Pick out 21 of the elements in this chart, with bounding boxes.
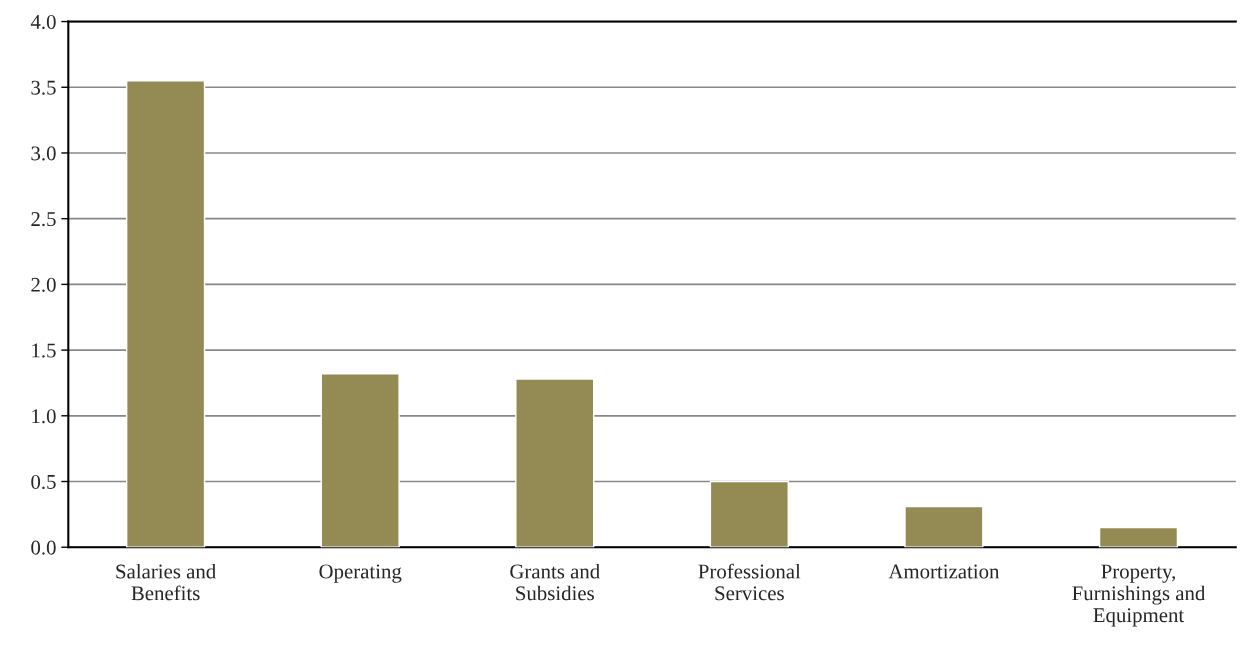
y-tick-label: 0.0 [31, 540, 56, 555]
y-tick-label: 2.0 [31, 277, 56, 292]
y-tick-label: 1.5 [32, 343, 56, 358]
y-tick-label: 3.0 [31, 146, 56, 161]
y-tick-label: 4.0 [30, 14, 56, 30]
bar [125, 79, 206, 548]
bar [709, 480, 789, 548]
x-tick-label: Grants and Subsidies [510, 563, 600, 601]
y-tick-label: 0.5 [31, 474, 56, 490]
x-tick-label: Amortization [888, 564, 1000, 579]
bar [1098, 526, 1179, 548]
x-tick-label: Property, Furnishings and Equipment [1072, 564, 1206, 627]
y-tick-label: 2.5 [31, 212, 56, 227]
y-tick-label: 1.0 [32, 409, 56, 424]
x-tick-label: Salaries and Benefits [116, 563, 216, 601]
bar [904, 505, 984, 548]
x-tick-label: Professional Services [698, 563, 801, 601]
x-tick-label: Operating [319, 564, 402, 583]
y-tick-label: 3.5 [31, 80, 56, 95]
bar [515, 378, 595, 548]
bar [320, 373, 400, 548]
